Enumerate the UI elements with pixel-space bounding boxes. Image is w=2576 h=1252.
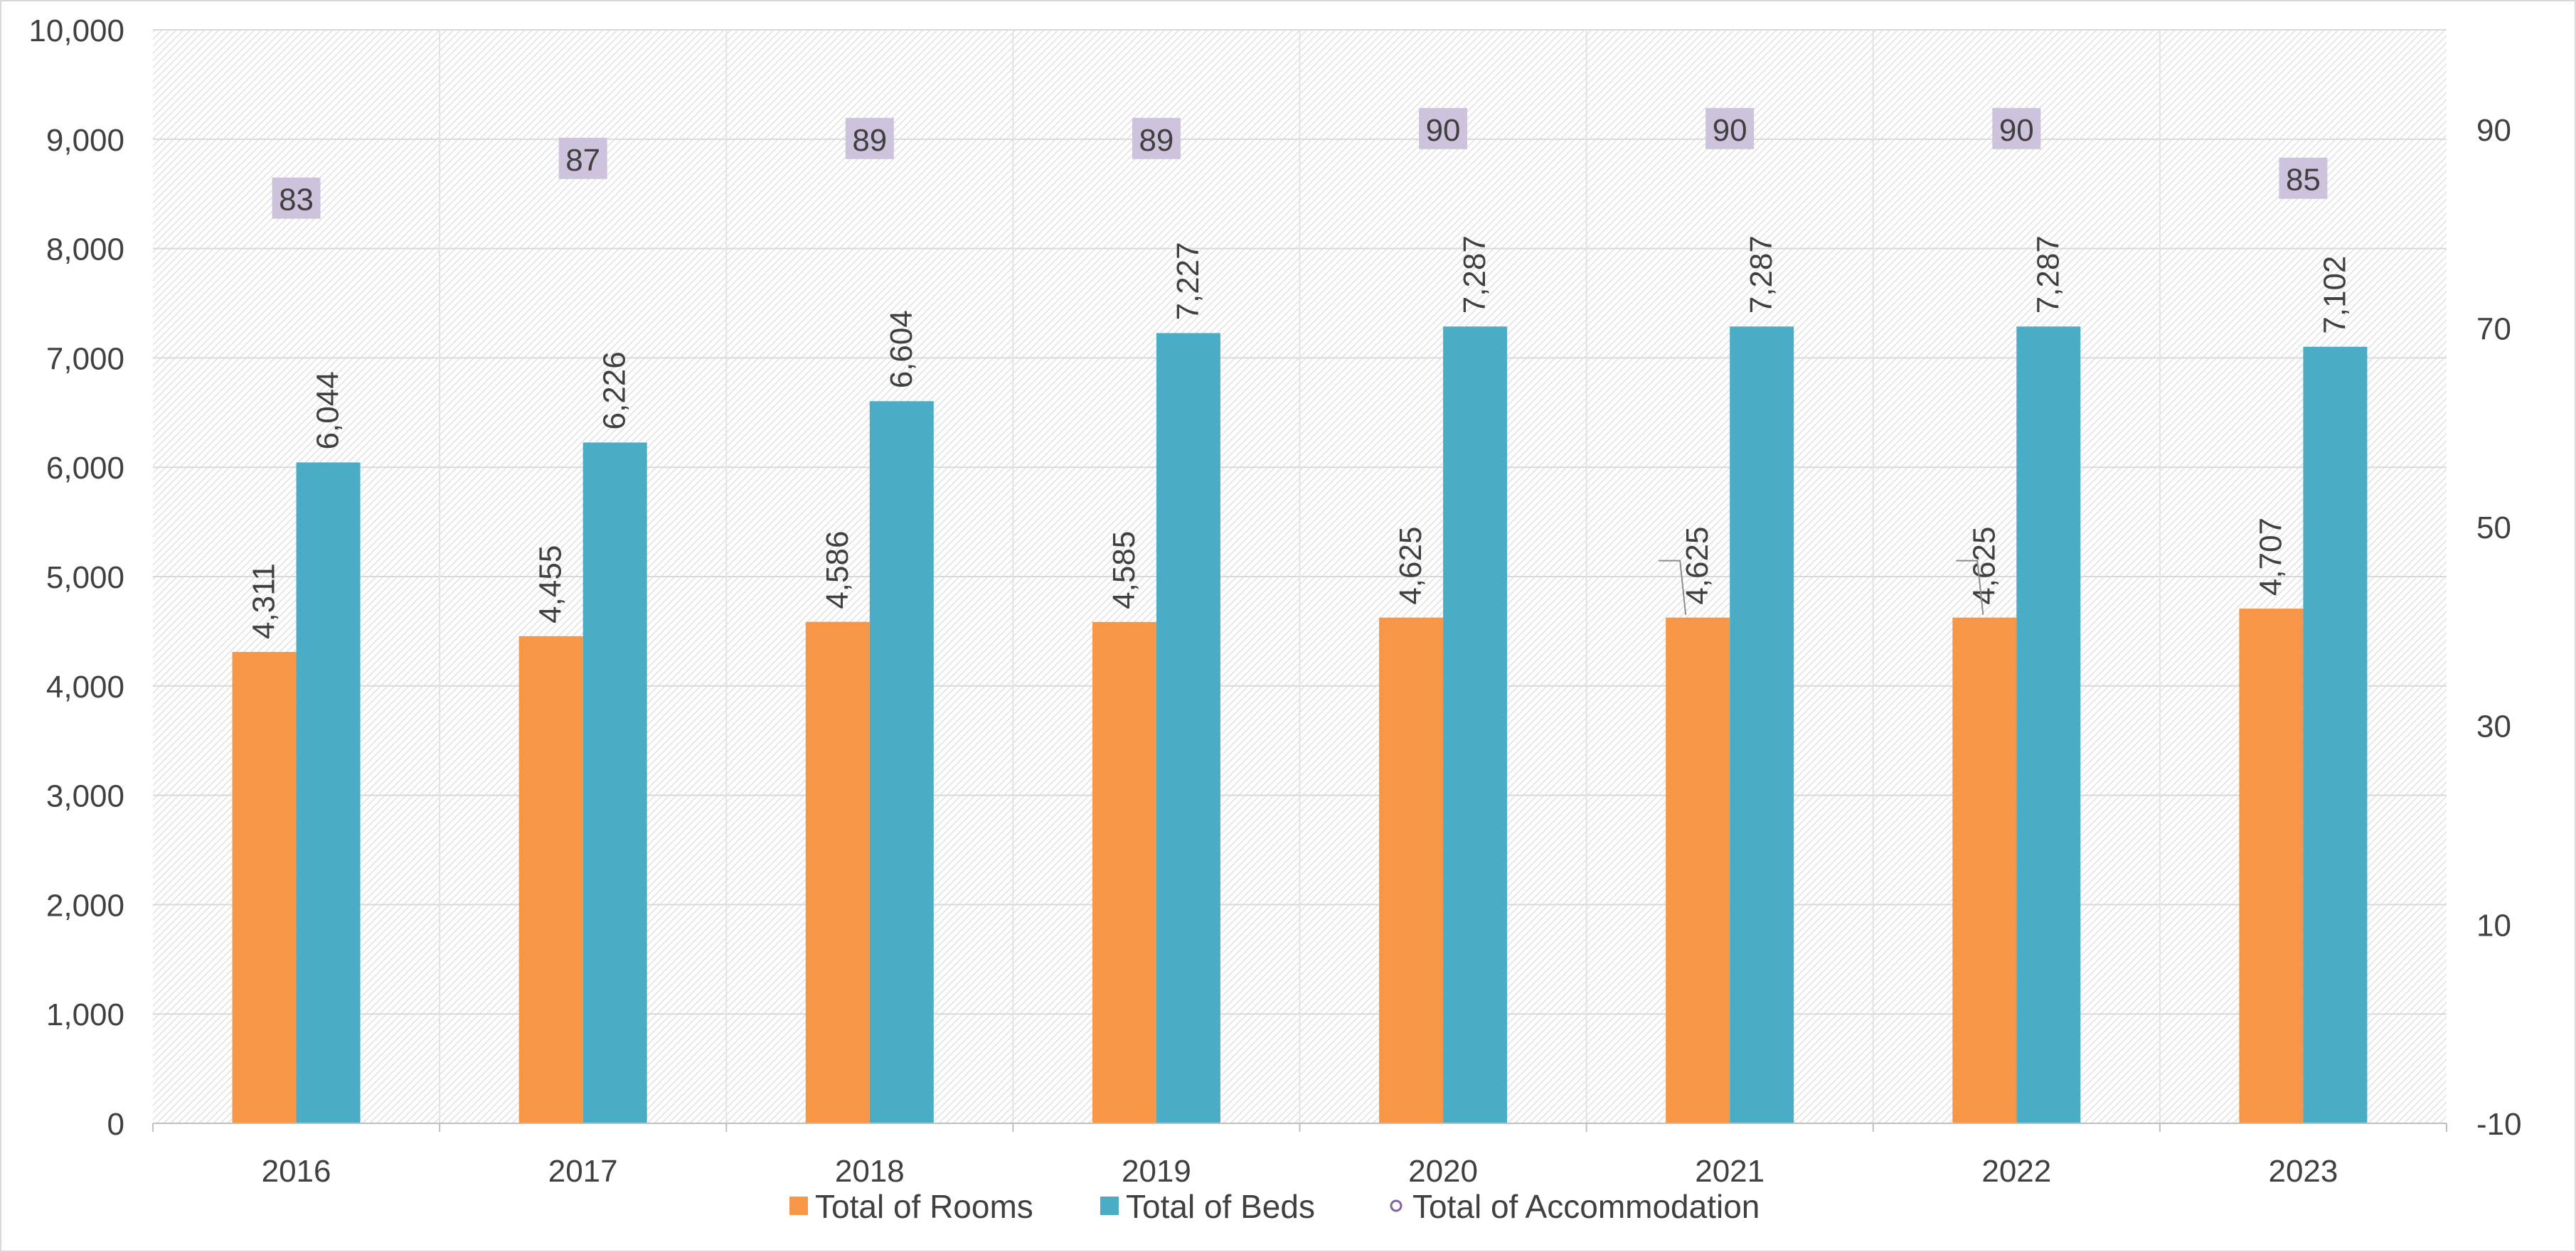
bar: [296, 462, 361, 1123]
y-tick-label-left: 2,000: [46, 888, 124, 923]
data-label: 90: [1999, 113, 2034, 148]
data-label-box: [558, 137, 607, 179]
bar: [1443, 326, 1508, 1123]
data-label: 89: [1139, 123, 1173, 158]
data-label: 6,226: [597, 351, 632, 429]
data-label: 6,044: [311, 371, 346, 449]
legend-label: Total of Beds: [1126, 1188, 1315, 1225]
x-tick-label: 2022: [1981, 1154, 2051, 1189]
data-label: 4,586: [820, 531, 855, 609]
data-label-box: [2279, 157, 2328, 199]
data-label: 4,311: [247, 563, 282, 639]
y-tick-label-right: 10: [2476, 908, 2511, 943]
y-tick-label-left: 9,000: [46, 123, 124, 158]
x-tick-label: 2021: [1695, 1154, 1765, 1189]
y-tick-label-right: 30: [2476, 710, 2511, 744]
legend-label: Total of Accommodation: [1412, 1188, 1760, 1225]
data-label: 7,227: [1171, 242, 1205, 320]
y-tick-label-left: 10,000: [28, 14, 124, 48]
data-label: 4,625: [1966, 527, 2001, 605]
bar: [232, 651, 297, 1123]
data-label-box: [1132, 117, 1181, 159]
y-tick-label-left: 3,000: [46, 779, 124, 814]
y-tick-label-right: 50: [2476, 510, 2511, 545]
data-label: 7,287: [1744, 235, 1779, 314]
y-tick-label-left: 4,000: [46, 670, 124, 705]
data-label: 4,455: [533, 545, 568, 624]
data-label: 7,102: [2317, 256, 2352, 334]
bars: [232, 326, 2368, 1123]
x-tick-label: 2016: [262, 1154, 331, 1189]
y-tick-label-left: 7,000: [46, 341, 124, 376]
data-label: 4,585: [1107, 531, 1141, 609]
data-label: 7,287: [2031, 235, 2065, 314]
legend-swatch: [1100, 1197, 1119, 1215]
y-tick-label-right: 70: [2476, 311, 2511, 346]
data-label: 83: [279, 183, 314, 218]
data-label: 87: [565, 143, 600, 178]
bar: [1666, 617, 1730, 1123]
data-label: 85: [2286, 163, 2321, 198]
y-tick-label-left: 8,000: [46, 232, 124, 267]
legend: Total of Rooms Total of Beds Total of Acco…: [789, 1188, 1760, 1225]
data-label: 4,625: [1680, 527, 1715, 605]
data-label-box: [1419, 107, 1468, 149]
data-label: 89: [852, 123, 887, 158]
data-label: 90: [1426, 113, 1461, 148]
leader-line: [1956, 560, 1984, 615]
data-label: 4,707: [2253, 518, 2288, 596]
x-tick-label: 2020: [1408, 1154, 1478, 1189]
y-tick-label-left: 0: [107, 1107, 124, 1142]
legend-label: Total of Rooms: [815, 1188, 1033, 1225]
bar: [2016, 326, 2081, 1123]
bar: [518, 636, 583, 1123]
data-label-box: [272, 177, 321, 219]
x-tick-label: 2023: [2268, 1154, 2338, 1189]
data-label: 6,604: [884, 310, 919, 388]
y-tick-label-right: -10: [2476, 1107, 2522, 1142]
x-tick-label: 2018: [835, 1154, 905, 1189]
y-tick-label-right: 90: [2476, 113, 2511, 148]
data-label: 4,625: [1393, 527, 1428, 605]
bar: [869, 401, 934, 1123]
bar: [1156, 333, 1220, 1123]
y-tick-label-left: 1,000: [46, 997, 124, 1032]
data-label: 90: [1713, 113, 1747, 148]
legend-marker: [1390, 1199, 1403, 1212]
leader-line: [1659, 560, 1687, 615]
legend-swatch: [789, 1197, 808, 1215]
bar: [2303, 346, 2368, 1123]
bar: [805, 621, 870, 1123]
x-tick-label: 2017: [548, 1154, 618, 1189]
bar: [1730, 326, 1794, 1123]
bar: [1379, 617, 1444, 1123]
data-label-box: [1992, 107, 2041, 149]
data-labels: 4,311 4,455 4,586 4,585 4,625 4,625 4,625 4,707…: [247, 107, 2352, 639]
bar: [1092, 621, 1156, 1123]
data-label-box: [1705, 107, 1755, 149]
y-tick-label-left: 5,000: [46, 560, 124, 595]
data-label-box: [845, 117, 894, 159]
bar: [2239, 609, 2304, 1123]
y-tick-label-left: 6,000: [46, 451, 124, 486]
bar: [582, 442, 647, 1123]
x-tick-label: 2019: [1122, 1154, 1191, 1189]
bar: [1952, 617, 2017, 1123]
axes: 0 1,000 2,000 3,000 4,000 5,000 6,000 7,000 8,00…: [28, 14, 2521, 1189]
data-label: 7,287: [1457, 235, 1492, 314]
